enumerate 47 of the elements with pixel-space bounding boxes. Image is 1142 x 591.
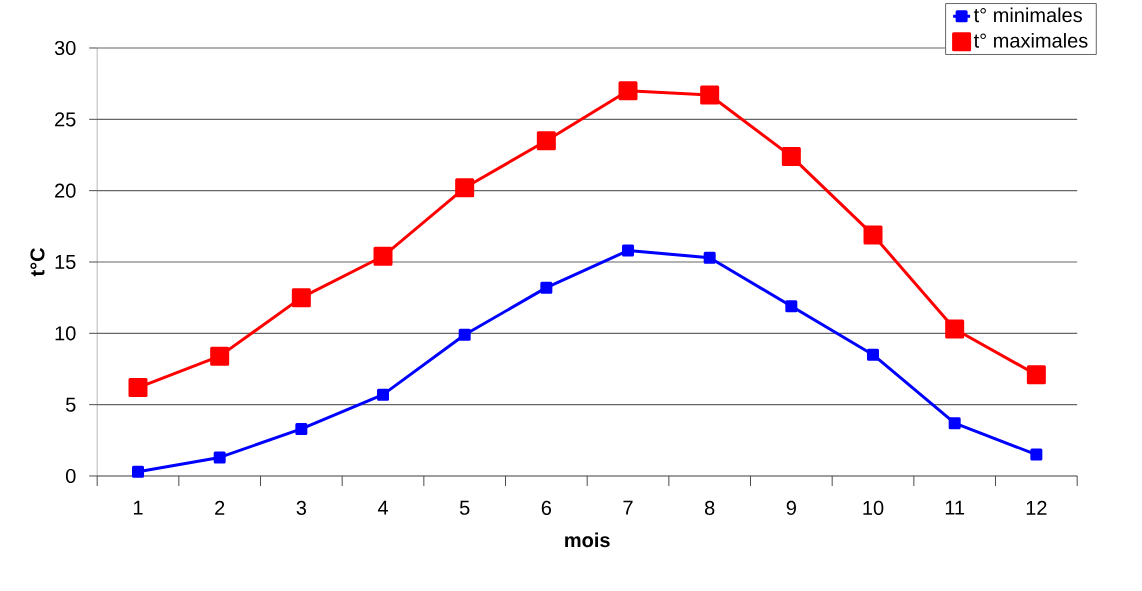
x-tick-label: 3 [296, 500, 307, 516]
x-tick-label: 10 [863, 500, 884, 516]
y-tick-label: 15 [55, 255, 76, 269]
x-tick-label: 11 [945, 500, 965, 515]
point [458, 328, 471, 341]
point [295, 422, 308, 435]
x-tick-label: 4 [377, 500, 388, 515]
y-tick-label: 30 [54, 40, 76, 56]
x-axis-title: mois [565, 532, 610, 548]
y-tick-label: 0 [65, 468, 76, 484]
point [373, 246, 393, 266]
point [1026, 365, 1046, 385]
point [540, 281, 553, 294]
point [863, 225, 883, 245]
x-tick-label: 1 [133, 500, 143, 515]
point [210, 346, 230, 366]
point [700, 85, 720, 105]
point [455, 178, 475, 198]
point [781, 146, 801, 166]
x-tick-label: 6 [541, 500, 552, 516]
y-tick-label: 5 [65, 397, 76, 412]
legend-label: t° maximales [973, 33, 1088, 48]
y-axis-title: t°C [30, 247, 45, 277]
point [377, 388, 390, 401]
point [618, 81, 638, 101]
x-tick-label: 7 [623, 500, 633, 515]
y-tick-label: 20 [55, 183, 76, 198]
point [132, 465, 145, 478]
point [867, 348, 880, 361]
legend-label: t° minimales [973, 7, 1082, 23]
point [536, 131, 556, 151]
point [1030, 448, 1043, 461]
y-tick-label: 10 [55, 326, 76, 341]
point [213, 451, 226, 464]
point [945, 319, 965, 339]
y-tick-label: 25 [55, 112, 76, 127]
x-tick-label: 2 [215, 500, 225, 515]
x-tick-label: 8 [704, 500, 715, 516]
point [785, 300, 798, 313]
point [948, 417, 961, 430]
point [128, 378, 148, 398]
point [291, 288, 311, 308]
point [703, 251, 716, 264]
x-tick-label: 12 [1026, 500, 1047, 515]
point [622, 244, 635, 257]
x-tick-label: 5 [459, 500, 470, 515]
x-tick-label: 9 [786, 500, 796, 516]
